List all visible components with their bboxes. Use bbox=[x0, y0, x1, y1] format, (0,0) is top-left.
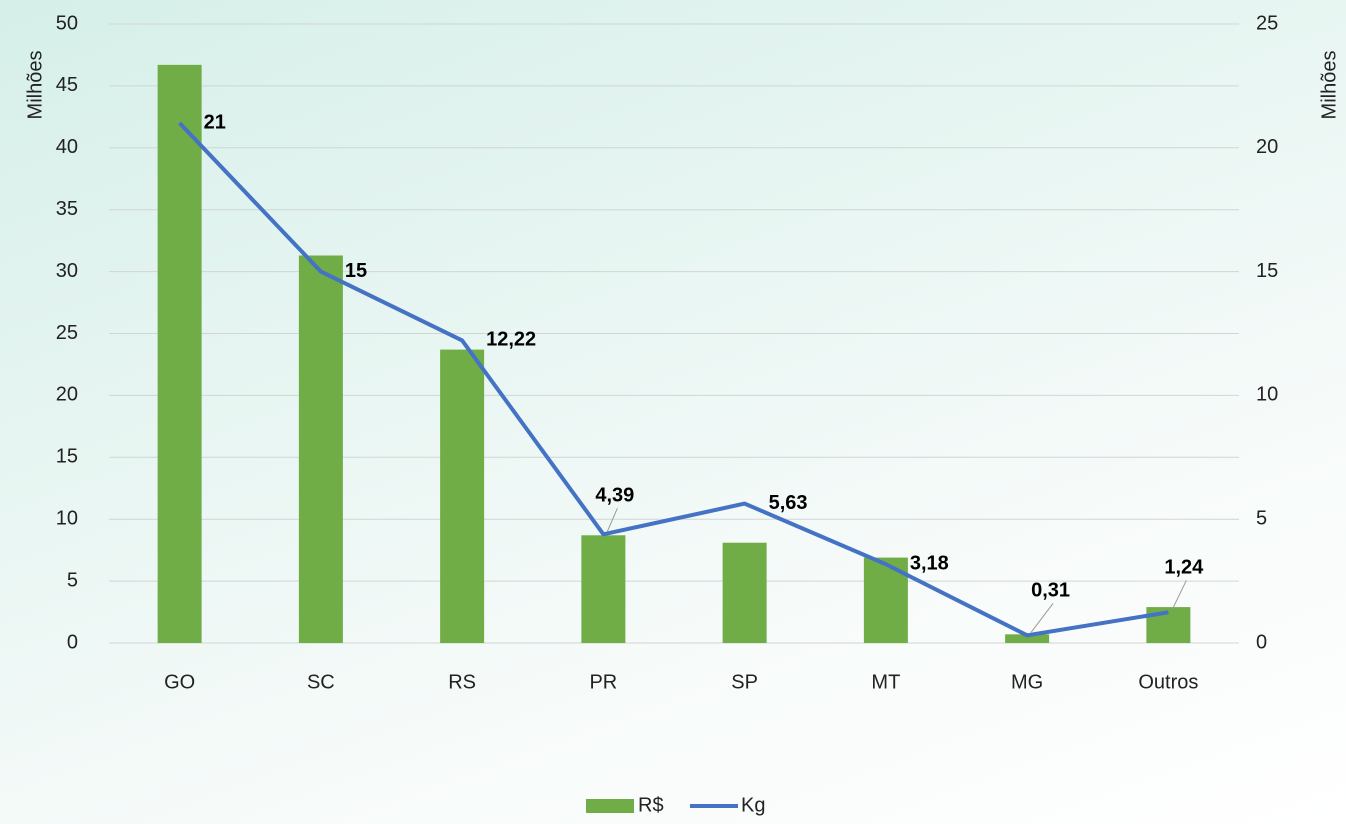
data-label: 5,63 bbox=[769, 492, 808, 514]
y2-tick-label: 25 bbox=[1256, 12, 1278, 34]
y-tick-label: 5 bbox=[67, 569, 78, 591]
x-tick-label: SC bbox=[307, 671, 335, 693]
data-label: 1,24 bbox=[1164, 557, 1204, 579]
y-tick-label: 20 bbox=[56, 384, 78, 406]
leader-line bbox=[606, 508, 618, 532]
y-tick-label: 50 bbox=[56, 12, 78, 34]
y2-tick-label: 20 bbox=[1256, 136, 1278, 158]
y2-axis-label: Milhões bbox=[1318, 51, 1340, 120]
bar bbox=[298, 255, 343, 644]
x-tick-label: PR bbox=[589, 671, 617, 693]
y2-tick-label: 15 bbox=[1256, 260, 1278, 282]
bar bbox=[581, 535, 626, 643]
y-tick-label: 15 bbox=[56, 446, 78, 468]
y-tick-label: 25 bbox=[56, 322, 78, 344]
y-tick-label: 40 bbox=[56, 136, 78, 158]
x-tick-label: RS bbox=[448, 671, 476, 693]
bar bbox=[157, 64, 202, 643]
x-tick-label: GO bbox=[164, 671, 195, 693]
leader-line bbox=[1171, 580, 1187, 610]
line bbox=[178, 121, 1169, 638]
data-label: 3,18 bbox=[910, 553, 949, 575]
data-label: 15 bbox=[345, 260, 367, 282]
y2-tick-label: 10 bbox=[1256, 384, 1278, 406]
y-tick-label: 10 bbox=[56, 507, 78, 529]
legend-label: Kg bbox=[741, 794, 765, 816]
y2-tick-label: 0 bbox=[1256, 631, 1267, 653]
x-tick-label: MG bbox=[1011, 671, 1043, 693]
legend-label: R$ bbox=[638, 794, 664, 816]
y-tick-label: 0 bbox=[67, 631, 78, 653]
legend-swatch bbox=[586, 799, 634, 813]
x-tick-label: Outros bbox=[1138, 671, 1198, 693]
bar bbox=[722, 542, 767, 643]
y-tick-label: 45 bbox=[56, 74, 78, 96]
y-tick-label: 30 bbox=[56, 260, 78, 282]
y2-tick-label: 5 bbox=[1256, 507, 1267, 529]
bar bbox=[440, 349, 485, 643]
data-label: 0,31 bbox=[1031, 580, 1070, 602]
leader-line bbox=[1030, 603, 1054, 633]
data-label: 12,22 bbox=[486, 329, 536, 351]
data-label: 4,39 bbox=[595, 485, 634, 507]
x-tick-label: MT bbox=[871, 671, 900, 693]
x-tick-label: SP bbox=[731, 671, 758, 693]
y-tick-label: 35 bbox=[56, 198, 78, 220]
bar bbox=[1005, 634, 1050, 643]
y-axis-label: Milhões bbox=[24, 51, 46, 120]
data-label: 21 bbox=[204, 111, 226, 133]
